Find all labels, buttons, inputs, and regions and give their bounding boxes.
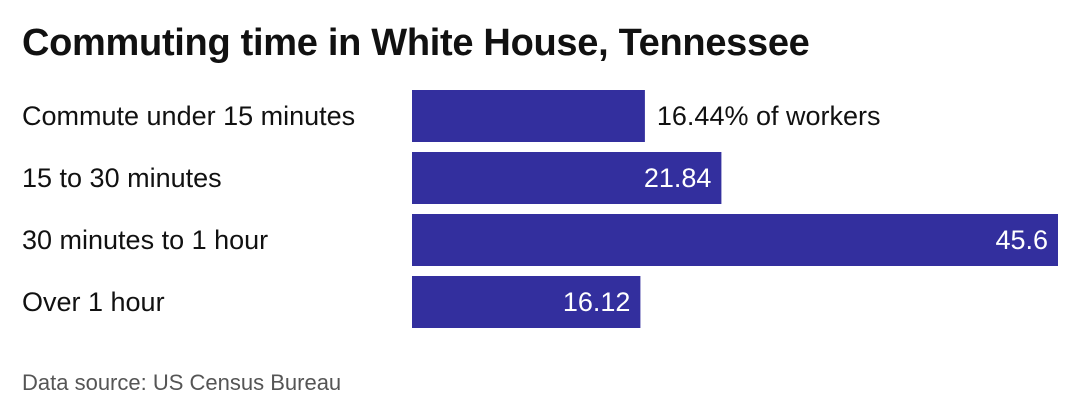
bar-value-label: 21.84 bbox=[644, 163, 712, 193]
data-source-note: Data source: US Census Bureau bbox=[22, 370, 342, 395]
bar bbox=[412, 152, 722, 204]
chart-title: Commuting time in White House, Tennessee bbox=[22, 22, 810, 64]
category-label: 30 minutes to 1 hour bbox=[22, 225, 268, 255]
category-label: Over 1 hour bbox=[22, 287, 165, 317]
bar-value-label: 45.6 bbox=[995, 225, 1048, 255]
bar bbox=[412, 90, 645, 142]
category-label: 15 to 30 minutes bbox=[22, 163, 222, 193]
bar bbox=[412, 276, 641, 328]
bar-value-label: 16.12 bbox=[563, 287, 631, 317]
bar bbox=[412, 214, 1058, 266]
bar-chart-plot: Commute under 15 minutes 16.44% of worker… bbox=[22, 90, 1058, 328]
bar-value-label: 16.44% of workers bbox=[657, 101, 881, 131]
category-label: Commute under 15 minutes bbox=[22, 101, 355, 131]
